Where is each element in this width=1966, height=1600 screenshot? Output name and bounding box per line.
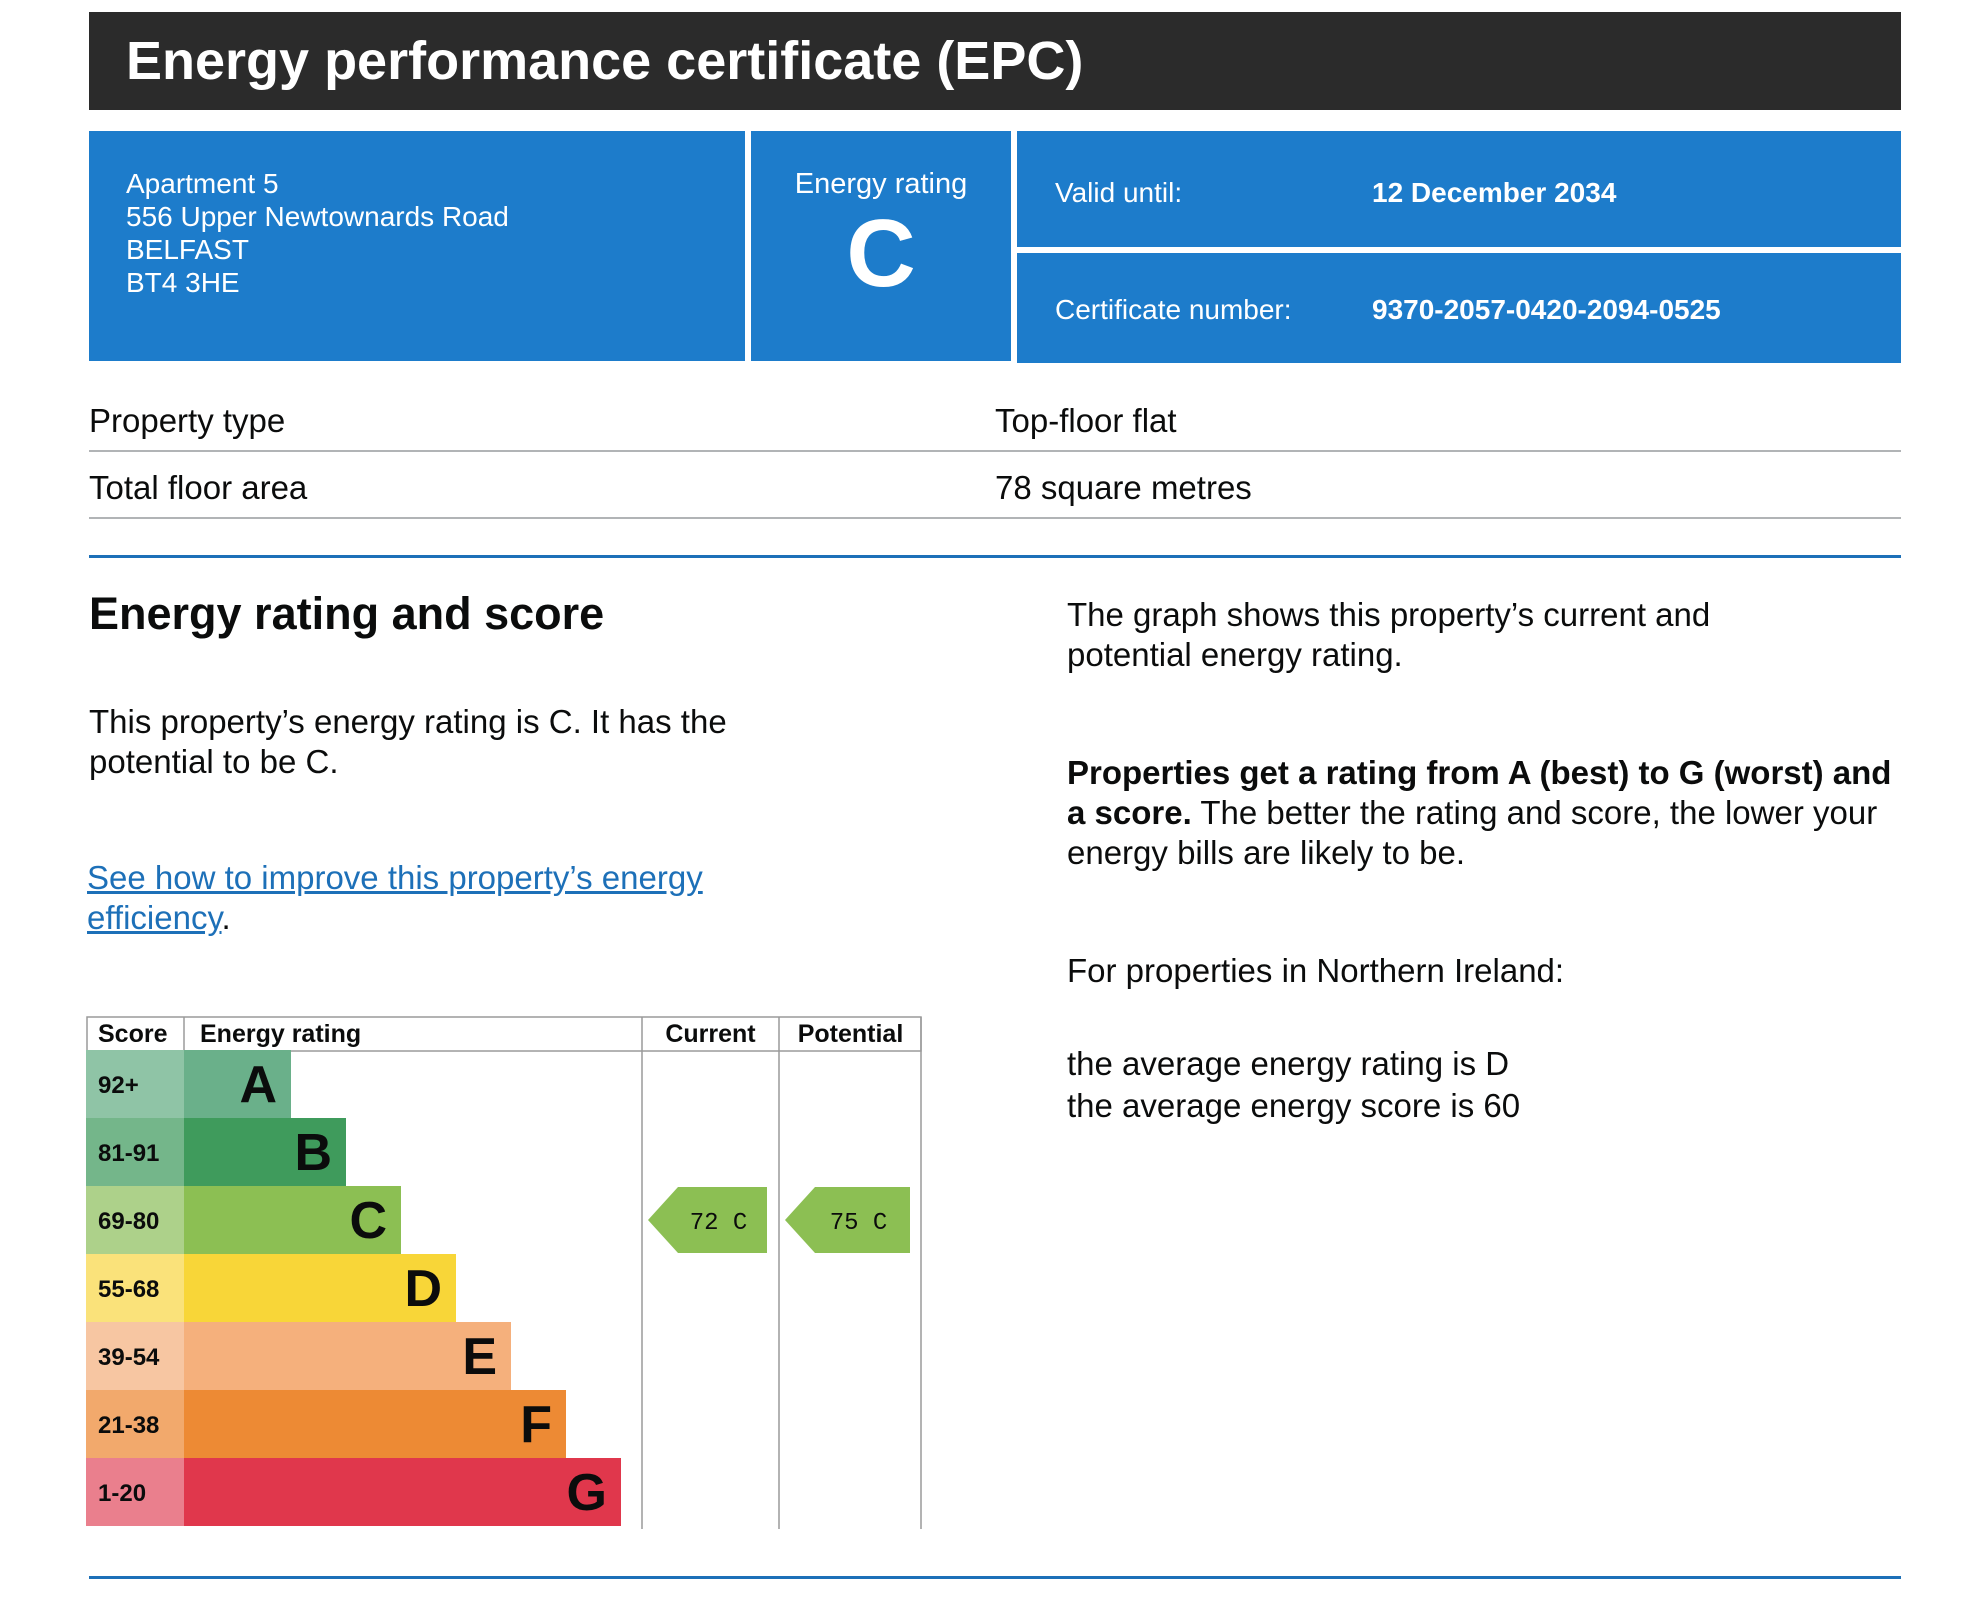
valid-until-label: Valid until: bbox=[1055, 177, 1183, 208]
page-title: Energy performance certificate (EPC) bbox=[89, 12, 1901, 110]
certificate-number-label: Certificate number: bbox=[1055, 294, 1292, 325]
current-rating-label: 72 C bbox=[690, 1210, 748, 1237]
potential-rating-label: 75 C bbox=[830, 1210, 888, 1237]
certificate-number-panel: Certificate number: 9370-2057-0420-2094-… bbox=[1017, 253, 1901, 363]
ni-heading: For properties in Northern Ireland: bbox=[1067, 952, 1565, 989]
address-panel: Apartment 5 556 Upper Newtownards Road B… bbox=[89, 131, 745, 361]
improve-efficiency-link[interactable]: See how to improve this property’s energ… bbox=[87, 859, 703, 936]
band-bar bbox=[184, 1322, 511, 1390]
floor-area-row: Total floor area 78 square metres bbox=[89, 451, 1901, 519]
valid-until-panel: Valid until: 12 December 2034 bbox=[1017, 131, 1901, 247]
scale-description: Properties get a rating from A (best) to… bbox=[1067, 753, 1907, 873]
band-score-cell bbox=[86, 1186, 184, 1254]
floor-area-value: 78 square metres bbox=[995, 469, 1252, 506]
address-line-3: BELFAST bbox=[126, 234, 249, 265]
energy-rating-chart-svg: Score Energy rating Current Potential 92+ A 81… bbox=[86, 1016, 922, 1529]
energy-rating-chart: Score Energy rating Current Potential 92+ A 81… bbox=[86, 1016, 922, 1529]
energy-rating-label: Energy rating bbox=[794, 168, 968, 200]
scale-description-rest: The better the rating and score, the low… bbox=[1067, 794, 1878, 871]
chart-header-current: Current bbox=[665, 1020, 756, 1048]
scale-description-bold: Properties get a rating from A (best) to… bbox=[1067, 754, 1892, 831]
band-bar bbox=[184, 1254, 456, 1322]
band-score-label: 92+ bbox=[98, 1072, 139, 1099]
band-score-cell bbox=[86, 1118, 184, 1186]
potential-rating-arrow bbox=[785, 1187, 910, 1253]
property-type-label: Property type bbox=[89, 402, 286, 439]
energy-rating-value: C bbox=[846, 200, 916, 307]
band-letter: B bbox=[294, 1124, 332, 1182]
band-letter: D bbox=[404, 1260, 442, 1318]
band-score-label: 21-38 bbox=[98, 1412, 159, 1439]
energy-rating-panel: Energy rating C bbox=[751, 131, 1011, 361]
section-divider-bottom bbox=[89, 1576, 1901, 1579]
improve-link-paragraph: See how to improve this property’s energ… bbox=[87, 858, 807, 938]
band-letter: F bbox=[520, 1396, 552, 1454]
property-type-value: Top-floor flat bbox=[995, 402, 1177, 439]
band-bar bbox=[184, 1118, 346, 1186]
band-score-label: 81-91 bbox=[98, 1140, 159, 1167]
band-score-cell bbox=[86, 1458, 184, 1526]
address-line-4: BT4 3HE bbox=[126, 267, 240, 298]
band-bar bbox=[184, 1050, 291, 1118]
valid-until-value: 12 December 2034 bbox=[1372, 177, 1617, 208]
band-score-label: 39-54 bbox=[98, 1344, 160, 1371]
rating-description: This property’s energy rating is C. It h… bbox=[89, 703, 727, 780]
band-bar bbox=[184, 1458, 621, 1526]
property-type-row: Property type Top-floor flat bbox=[89, 384, 1901, 452]
floor-area-label: Total floor area bbox=[89, 469, 308, 506]
band-score-cell bbox=[86, 1322, 184, 1390]
link-suffix: . bbox=[221, 899, 231, 936]
chart-header-score: Score bbox=[98, 1020, 168, 1048]
current-rating-arrow bbox=[648, 1187, 767, 1253]
band-letter: C bbox=[349, 1192, 387, 1250]
band-letter: E bbox=[462, 1328, 497, 1386]
certificate-number-value: 9370-2057-0420-2094-0525 bbox=[1372, 294, 1721, 325]
band-bar bbox=[184, 1186, 401, 1254]
band-score-cell bbox=[86, 1050, 184, 1118]
average-rating: the average energy rating is D bbox=[1067, 1045, 1510, 1082]
band-score-label: 69-80 bbox=[98, 1208, 159, 1235]
average-score: the average energy score is 60 bbox=[1067, 1087, 1521, 1124]
address-line-1: Apartment 5 bbox=[126, 168, 279, 199]
section-heading: Energy rating and score bbox=[89, 588, 605, 639]
section-divider-top bbox=[89, 555, 1901, 558]
graph-description: The graph shows this property’s current … bbox=[1067, 596, 1711, 673]
band-score-cell bbox=[86, 1254, 184, 1322]
address-line-2: 556 Upper Newtownards Road bbox=[126, 201, 509, 232]
band-score-label: 55-68 bbox=[98, 1276, 159, 1303]
band-letter: G bbox=[567, 1464, 607, 1522]
band-score-cell bbox=[86, 1390, 184, 1458]
band-score-label: 1-20 bbox=[98, 1480, 146, 1507]
band-letter: A bbox=[239, 1056, 277, 1114]
band-bar bbox=[184, 1390, 566, 1458]
chart-header-frame bbox=[86, 1016, 922, 1052]
chart-header-potential: Potential bbox=[798, 1020, 904, 1048]
chart-header-rating: Energy rating bbox=[200, 1020, 361, 1048]
